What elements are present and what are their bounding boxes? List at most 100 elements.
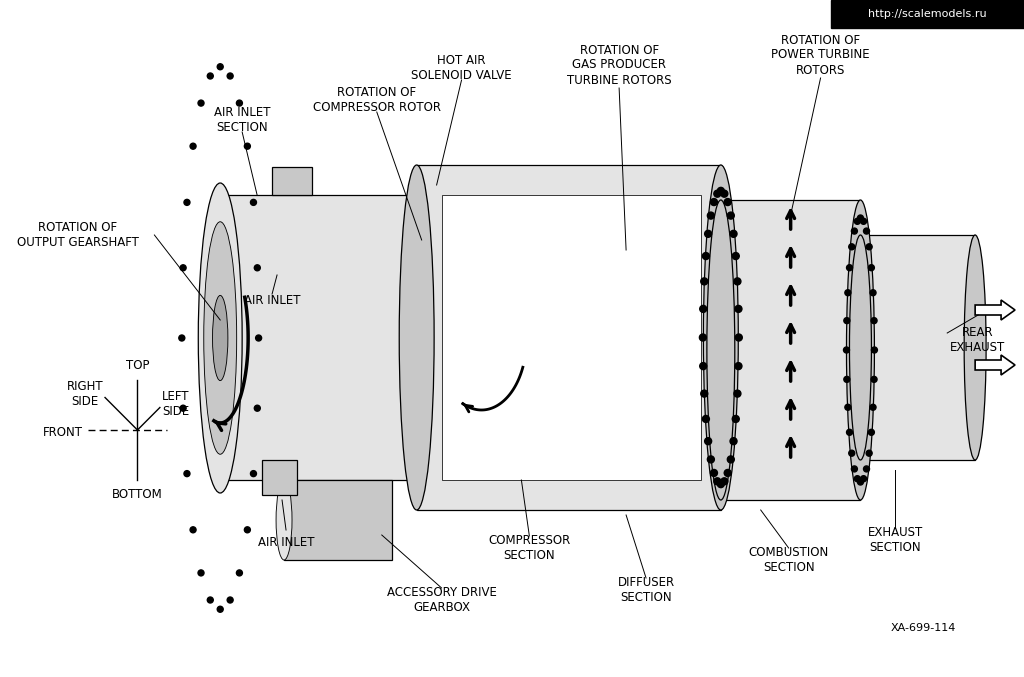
Circle shape bbox=[245, 144, 250, 149]
Circle shape bbox=[699, 305, 707, 312]
Circle shape bbox=[868, 429, 874, 435]
Circle shape bbox=[857, 479, 863, 485]
Circle shape bbox=[237, 570, 243, 576]
Circle shape bbox=[714, 478, 721, 485]
Circle shape bbox=[854, 218, 860, 224]
Ellipse shape bbox=[276, 480, 292, 560]
Circle shape bbox=[227, 597, 233, 603]
Circle shape bbox=[705, 230, 712, 238]
Circle shape bbox=[870, 290, 876, 296]
Circle shape bbox=[711, 469, 718, 477]
Circle shape bbox=[863, 466, 869, 472]
Polygon shape bbox=[272, 167, 312, 195]
Ellipse shape bbox=[707, 200, 735, 500]
Text: FRONT: FRONT bbox=[43, 426, 83, 439]
Text: REAR
EXHAUST: REAR EXHAUST bbox=[950, 326, 1006, 354]
Circle shape bbox=[254, 406, 260, 411]
Text: AIR INLET
SECTION: AIR INLET SECTION bbox=[214, 106, 270, 134]
Circle shape bbox=[180, 406, 186, 411]
Circle shape bbox=[735, 305, 742, 312]
Text: ROTATION OF
GAS PRODUCER
TURBINE ROTORS: ROTATION OF GAS PRODUCER TURBINE ROTORS bbox=[567, 43, 672, 87]
Circle shape bbox=[732, 416, 739, 422]
Circle shape bbox=[845, 404, 851, 410]
Circle shape bbox=[863, 228, 869, 234]
Circle shape bbox=[849, 450, 855, 456]
Text: AIR INLET: AIR INLET bbox=[244, 294, 300, 307]
Ellipse shape bbox=[204, 222, 237, 454]
Polygon shape bbox=[417, 165, 721, 510]
Circle shape bbox=[871, 318, 877, 324]
Text: COMPRESSOR
SECTION: COMPRESSOR SECTION bbox=[488, 534, 570, 562]
Circle shape bbox=[851, 228, 857, 234]
Circle shape bbox=[866, 244, 872, 250]
Circle shape bbox=[700, 278, 708, 285]
Circle shape bbox=[732, 253, 739, 259]
Circle shape bbox=[700, 390, 708, 397]
Circle shape bbox=[237, 100, 243, 106]
Polygon shape bbox=[262, 460, 297, 495]
Circle shape bbox=[207, 597, 213, 603]
Circle shape bbox=[245, 527, 250, 533]
Circle shape bbox=[730, 230, 737, 238]
Circle shape bbox=[699, 334, 707, 341]
Circle shape bbox=[227, 73, 233, 79]
Text: http://scalemodels.ru: http://scalemodels.ru bbox=[868, 9, 986, 19]
Circle shape bbox=[735, 363, 742, 370]
Circle shape bbox=[860, 476, 866, 482]
Circle shape bbox=[727, 212, 734, 219]
Text: HOT AIR
SOLENOID VALVE: HOT AIR SOLENOID VALVE bbox=[412, 54, 512, 82]
Circle shape bbox=[179, 335, 184, 341]
Text: ACCESSORY DRIVE
GEARBOX: ACCESSORY DRIVE GEARBOX bbox=[387, 586, 497, 614]
Circle shape bbox=[857, 215, 863, 221]
Circle shape bbox=[217, 606, 223, 612]
Circle shape bbox=[711, 198, 718, 206]
Circle shape bbox=[198, 570, 204, 576]
Circle shape bbox=[870, 404, 876, 410]
Ellipse shape bbox=[199, 183, 242, 493]
Circle shape bbox=[718, 481, 724, 487]
Circle shape bbox=[256, 335, 261, 341]
Circle shape bbox=[721, 190, 728, 197]
Circle shape bbox=[847, 265, 853, 271]
Circle shape bbox=[735, 334, 742, 341]
Circle shape bbox=[727, 456, 734, 463]
Ellipse shape bbox=[965, 235, 986, 460]
Text: ROTATION OF
COMPRESSOR ROTOR: ROTATION OF COMPRESSOR ROTOR bbox=[312, 86, 440, 114]
Text: LEFT
SIDE: LEFT SIDE bbox=[163, 390, 189, 418]
Text: BOTTOM: BOTTOM bbox=[112, 488, 163, 501]
Polygon shape bbox=[975, 355, 1015, 375]
Circle shape bbox=[217, 64, 223, 70]
Circle shape bbox=[724, 469, 731, 477]
Circle shape bbox=[847, 429, 853, 435]
Circle shape bbox=[730, 437, 737, 445]
Circle shape bbox=[198, 100, 204, 106]
Circle shape bbox=[699, 363, 707, 370]
Circle shape bbox=[702, 416, 710, 422]
Ellipse shape bbox=[206, 195, 234, 480]
Ellipse shape bbox=[213, 295, 228, 380]
Ellipse shape bbox=[847, 200, 874, 500]
Circle shape bbox=[844, 347, 850, 353]
Circle shape bbox=[714, 190, 721, 197]
Text: EXHAUST
SECTION: EXHAUST SECTION bbox=[867, 526, 923, 554]
Circle shape bbox=[251, 471, 256, 477]
Circle shape bbox=[721, 478, 728, 485]
Ellipse shape bbox=[703, 165, 738, 510]
Polygon shape bbox=[441, 195, 700, 480]
Circle shape bbox=[184, 471, 190, 477]
Circle shape bbox=[844, 318, 850, 324]
Circle shape bbox=[871, 376, 877, 383]
Circle shape bbox=[708, 212, 715, 219]
Circle shape bbox=[871, 347, 878, 353]
Circle shape bbox=[254, 265, 260, 271]
Circle shape bbox=[844, 376, 850, 383]
Circle shape bbox=[845, 290, 851, 296]
Text: COMBUSTION
SECTION: COMBUSTION SECTION bbox=[749, 546, 828, 574]
Circle shape bbox=[860, 218, 866, 224]
Text: ROTATION OF
POWER TURBINE
ROTORS: ROTATION OF POWER TURBINE ROTORS bbox=[771, 33, 869, 77]
Circle shape bbox=[184, 199, 190, 205]
Text: XA-699-114: XA-699-114 bbox=[891, 623, 955, 633]
Circle shape bbox=[207, 73, 213, 79]
Circle shape bbox=[854, 476, 860, 482]
Text: RIGHT
SIDE: RIGHT SIDE bbox=[67, 380, 103, 408]
